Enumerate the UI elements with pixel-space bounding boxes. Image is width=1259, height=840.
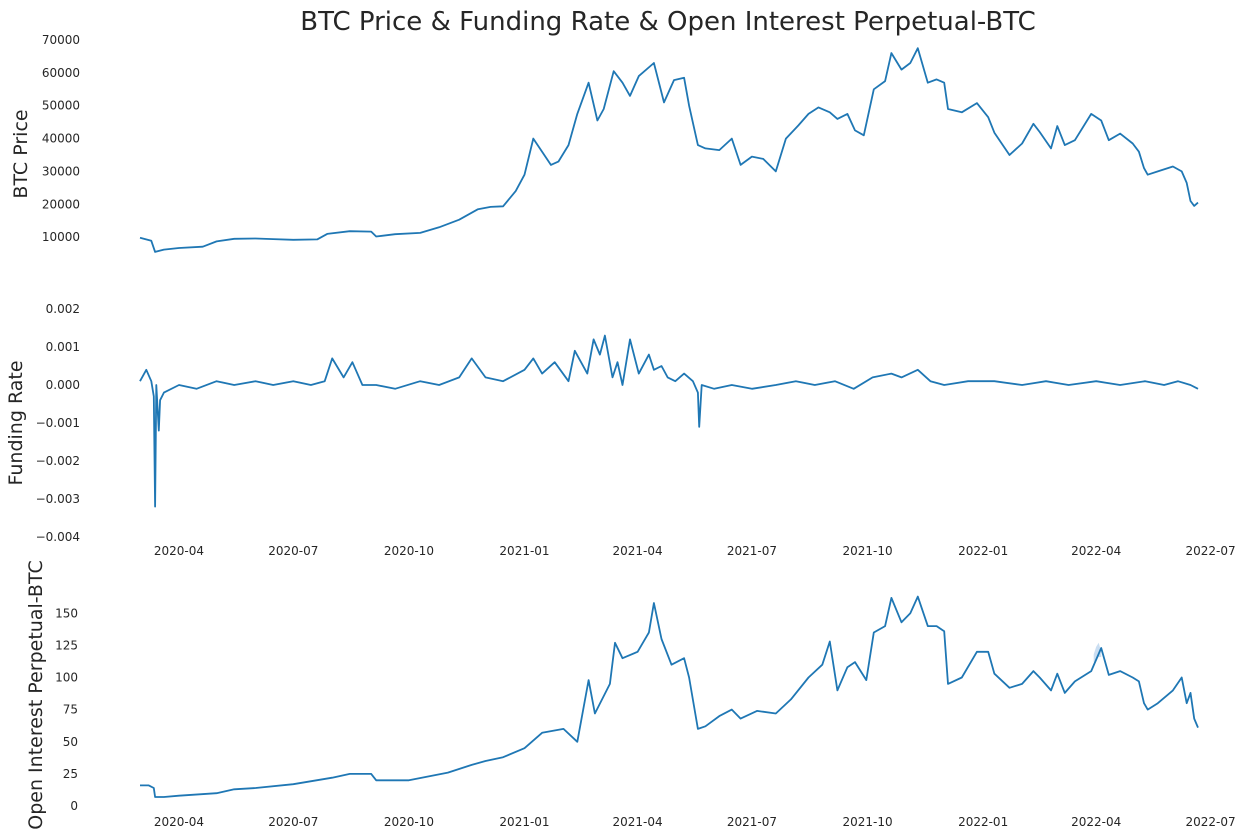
funding-rate-panel: Funding Rate −0.004 −0.003 −0.002 −0.001 0.0…	[5, 302, 1236, 558]
y-tick-label: 50	[63, 735, 78, 749]
funding-y-ticks: −0.004 −0.003 −0.002 −0.001 0.000 0.001 0.002	[36, 302, 80, 544]
chart-title: BTC Price & Funding Rate & Open Interest…	[300, 7, 1035, 37]
y-tick-label: −0.002	[36, 454, 80, 468]
y-tick-label: 40000	[42, 132, 80, 146]
y-tick-label: 0.000	[46, 378, 80, 392]
y-tick-label: 25	[63, 767, 78, 781]
y-tick-label: 75	[63, 703, 78, 717]
y-tick-label: 60000	[42, 66, 80, 80]
open-interest-confidence-band	[1093, 642, 1102, 663]
y-tick-label: −0.001	[36, 416, 80, 430]
x-tick-label: 2020-07	[268, 815, 318, 829]
x-tick-label: 2020-10	[384, 815, 434, 829]
y-tick-label: 70000	[42, 33, 80, 47]
x-tick-label: 2021-01	[499, 544, 549, 558]
open-interest-panel: Open Interest Perpetual-BTC 0 25 50 75 100 12…	[25, 560, 1236, 829]
y-tick-label: −0.004	[36, 530, 80, 544]
price-line	[139, 47, 1199, 253]
x-tick-label: 2022-01	[958, 544, 1008, 558]
x-tick-label: 2021-01	[499, 815, 549, 829]
x-tick-label: 2022-01	[958, 815, 1008, 829]
x-tick-label: 2021-10	[842, 544, 892, 558]
x-tick-label: 2022-04	[1071, 815, 1121, 829]
funding-y-axis-label: Funding Rate	[5, 360, 27, 485]
x-tick-label: 2020-10	[384, 544, 434, 558]
open-interest-line	[140, 595, 1199, 798]
x-tick-label: 2022-07	[1185, 544, 1235, 558]
y-tick-label: 150	[55, 606, 78, 620]
y-tick-label: 0.001	[46, 340, 80, 354]
y-tick-label: 100	[55, 671, 78, 685]
y-tick-label: 0	[70, 799, 78, 813]
x-tick-label: 2020-04	[154, 815, 204, 829]
x-tick-label: 2021-04	[613, 815, 663, 829]
y-tick-label: 30000	[42, 164, 80, 178]
y-tick-label: 125	[55, 638, 78, 652]
x-tick-label: 2020-07	[268, 544, 318, 558]
y-tick-label: 0.002	[46, 302, 80, 316]
x-tick-label: 2021-07	[727, 544, 777, 558]
x-tick-label: 2021-07	[727, 815, 777, 829]
y-tick-label: −0.003	[36, 492, 80, 506]
funding-x-ticks: 2020-04 2020-07 2020-10 2021-01 2021-04 2021-…	[154, 544, 1236, 558]
y-tick-label: 20000	[42, 197, 80, 211]
x-tick-label: 2020-04	[154, 544, 204, 558]
y-tick-label: 50000	[42, 99, 80, 113]
x-tick-label: 2022-07	[1185, 815, 1235, 829]
open-interest-y-ticks: 0 25 50 75 100 125 150	[55, 606, 78, 813]
x-tick-label: 2021-10	[842, 815, 892, 829]
open-interest-x-ticks: 2020-04 2020-07 2020-10 2021-01 2021-04 2021-…	[154, 815, 1236, 829]
x-tick-label: 2021-04	[613, 544, 663, 558]
x-tick-label: 2022-04	[1071, 544, 1121, 558]
open-interest-y-axis-label: Open Interest Perpetual-BTC	[25, 560, 47, 829]
price-y-ticks: 10000 20000 30000 40000 50000 60000 70000	[42, 33, 80, 244]
price-panel: BTC Price 10000 20000 30000 40000 50000 60000…	[10, 33, 1199, 253]
price-y-axis-label: BTC Price	[10, 109, 32, 198]
funding-rate-line	[139, 334, 1199, 508]
y-tick-label: 10000	[42, 230, 80, 244]
